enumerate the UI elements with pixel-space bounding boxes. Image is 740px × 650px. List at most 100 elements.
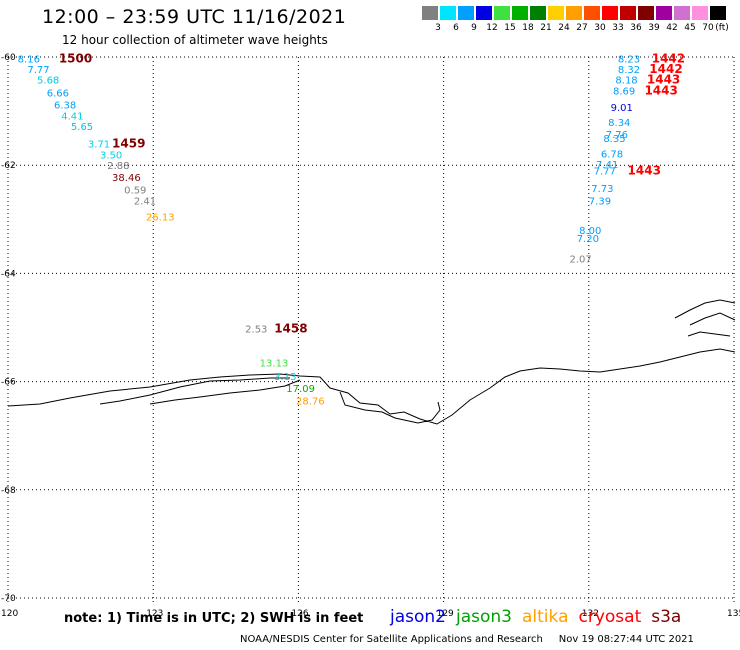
pass-time-label: 1443 — [647, 73, 680, 87]
wave-height-value: 7.77 — [27, 65, 49, 76]
legend-unit: (ft) — [715, 23, 729, 33]
graticule — [7, 56, 735, 602]
wave-height-value: 8.16 — [18, 55, 40, 66]
wave-height-value: 3.50 — [100, 150, 122, 161]
legend-swatch — [512, 6, 528, 20]
axis-labels: 120 123 126 129 132 135 -60 -62 -64 -66 -68 -70 — [1, 53, 740, 619]
footer-credit: NOAA/NESDIS Center for Satellite Applica… — [240, 634, 694, 645]
legend-swatch — [566, 6, 582, 20]
wave-height-value: 7.77 — [594, 167, 616, 178]
wave-height-value: 3.13 — [274, 372, 296, 383]
credit-text: NOAA/NESDIS Center for Satellite Applica… — [240, 634, 543, 645]
legend-swatch — [620, 6, 636, 20]
timestamp: Nov 19 08:27:44 UTC 2021 — [558, 634, 694, 645]
legend-swatch — [440, 6, 456, 20]
wave-height-value: 5.65 — [71, 122, 93, 133]
lat-tick-label: -70 — [1, 594, 16, 604]
legend-swatch — [710, 6, 726, 20]
wave-height-value: 2.53 — [245, 325, 267, 336]
legend-swatch — [584, 6, 600, 20]
legend-swatch — [656, 6, 672, 20]
legend-swatch — [476, 6, 492, 20]
wave-height-value: 4.41 — [61, 111, 83, 122]
lat-tick-label: -66 — [1, 378, 16, 388]
legend-swatch — [494, 6, 510, 20]
wave-height-value: 6.66 — [47, 89, 69, 100]
wave-height-value: 2.88 — [107, 161, 129, 172]
lon-tick-label: 120 — [1, 609, 18, 619]
legend-swatch — [530, 6, 546, 20]
wave-height-value: 5.68 — [37, 76, 59, 87]
legend-label: 15 — [504, 23, 516, 33]
pass-time-label: 1443 — [644, 84, 677, 98]
wave-height-value: 2.07 — [569, 254, 591, 265]
footer-note: note: 1) Time is in UTC; 2) SWH is in fe… — [64, 611, 364, 626]
antarctic-coastline — [7, 299, 736, 425]
wave-height-value: 0.59 — [124, 186, 146, 197]
legend-swatch — [638, 6, 654, 20]
legend-label: 42 — [666, 23, 678, 33]
legend-label: 39 — [648, 23, 660, 33]
legend-label: 45 — [684, 23, 696, 33]
legend-label: 21 — [540, 23, 552, 33]
satellite-legend: jason2 jason3 altika cryosat s3a — [390, 607, 691, 627]
legend-label: 27 — [576, 23, 588, 33]
pass-time-label: 1442 — [652, 52, 685, 66]
legend-label: 36 — [630, 23, 642, 33]
wave-height-value: 9.01 — [611, 103, 633, 114]
wave-height-value: 8.69 — [613, 87, 635, 98]
page-title: 12:00 – 23:59 UTC 11/16/2021 — [42, 6, 347, 28]
lon-tick-label: 123 — [146, 609, 163, 619]
legend-swatch — [458, 6, 474, 20]
pass-time-label: 1500 — [59, 52, 92, 66]
lon-tick-label: 126 — [291, 609, 308, 619]
lon-tick-label: 132 — [582, 609, 599, 619]
wave-height-value: 8.23 — [618, 55, 640, 66]
wave-height-value: 38.46 — [112, 173, 141, 184]
wave-height-value: 7.39 — [589, 196, 611, 207]
lon-tick-label: 129 — [437, 609, 454, 619]
wave-height-value: 26.13 — [146, 213, 175, 224]
wave-height-value: 7.76 — [606, 130, 628, 141]
pass-time-label: 1442 — [649, 62, 682, 76]
pass-time-label: 1443 — [628, 164, 661, 178]
legend-label: 12 — [486, 23, 498, 33]
lat-tick-label: -68 — [1, 486, 16, 496]
pass-time-label: 1458 — [274, 322, 307, 336]
legend-label: 3 — [435, 23, 441, 33]
wave-height-value: 8.35 — [603, 134, 625, 145]
wave-height-value: 7.73 — [591, 184, 613, 195]
wave-height-value: 7.20 — [577, 234, 599, 245]
lat-tick-label: -64 — [1, 269, 16, 279]
wave-height-value: 2.41 — [134, 196, 156, 207]
wave-height-value: 6.38 — [54, 101, 76, 112]
lat-tick-label: -60 — [1, 53, 16, 63]
wave-height-value: 8.18 — [615, 76, 637, 87]
legend-swatch — [692, 6, 708, 20]
wave-height-value: 17.09 — [286, 384, 315, 395]
legend-swatch — [422, 6, 438, 20]
wave-height-value: 28.76 — [296, 397, 325, 408]
legend-swatch — [674, 6, 690, 20]
pass-time-label: 1459 — [112, 137, 145, 151]
legend-label: 6 — [453, 23, 459, 33]
satellite-name: jason2 — [390, 607, 446, 627]
satellite-name: s3a — [651, 607, 682, 627]
wave-height-value: 8.34 — [608, 118, 630, 129]
satellite-name: altika — [522, 607, 569, 627]
satellite-name: jason3 — [456, 607, 512, 627]
satellite-name: cryosat — [578, 607, 642, 627]
legend-label: 30 — [594, 23, 606, 33]
legend-swatch — [548, 6, 564, 20]
legend-label: 70 — [702, 23, 714, 33]
wave-height-value: 6.78 — [601, 149, 623, 160]
legend-label: 9 — [471, 23, 477, 33]
wave-height-value: 8.00 — [579, 226, 601, 237]
wave-height-value: 8.32 — [618, 65, 640, 76]
observations: 8.167.775.686.666.384.415.653.713.502.88… — [18, 55, 640, 408]
lat-tick-label: -62 — [1, 161, 16, 171]
legend-label: 24 — [558, 23, 570, 33]
page-subtitle: 12 hour collection of altimeter wave hei… — [62, 33, 328, 47]
